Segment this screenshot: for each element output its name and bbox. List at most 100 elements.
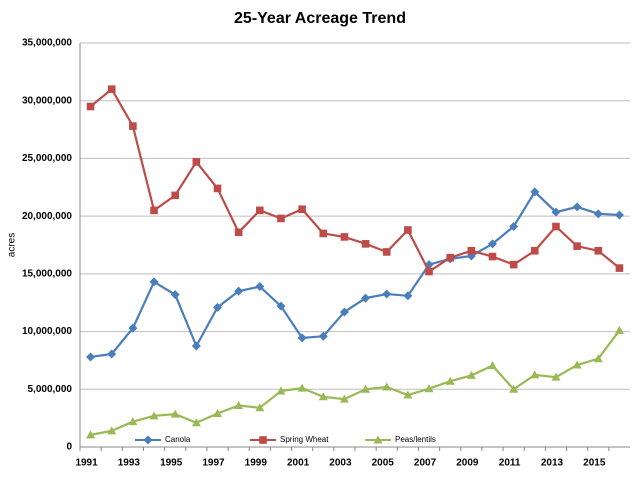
y-tick-label: 0: [66, 442, 72, 453]
marker: [143, 435, 153, 445]
marker: [149, 277, 159, 287]
marker: [128, 323, 138, 333]
legend-label: Canola: [165, 435, 191, 444]
marker: [509, 222, 519, 232]
x-tick-label: 2003: [329, 458, 352, 469]
legend-label: Peas/lentils: [395, 435, 436, 444]
marker: [86, 430, 96, 439]
marker: [318, 392, 328, 401]
marker: [424, 384, 434, 393]
marker: [107, 85, 116, 93]
x-tick-label: 2015: [583, 458, 606, 469]
marker: [361, 293, 371, 303]
y-tick-label: 5,000,000: [28, 384, 73, 395]
marker: [192, 158, 201, 166]
x-tick-label: 2011: [499, 458, 521, 469]
marker: [339, 394, 349, 403]
marker: [593, 209, 603, 219]
marker: [213, 184, 222, 193]
y-tick-label: 15,000,000: [22, 268, 72, 279]
series-line: [90, 190, 620, 359]
marker: [170, 409, 180, 418]
marker: [530, 187, 540, 197]
marker: [107, 426, 117, 435]
marker: [297, 333, 307, 343]
marker: [488, 252, 497, 261]
marker: [572, 360, 582, 369]
x-tick-label: 2001: [287, 458, 310, 469]
x-tick-label: 1999: [245, 458, 268, 469]
marker: [403, 291, 413, 301]
marker: [340, 233, 349, 241]
marker: [171, 191, 179, 200]
x-tick-label: 1997: [202, 458, 225, 469]
marker: [213, 409, 222, 418]
marker: [277, 214, 285, 223]
x-tick-label: 1993: [118, 458, 141, 469]
marker: [509, 260, 518, 269]
y-tick-label: 35,000,000: [22, 38, 72, 49]
marker: [615, 264, 624, 272]
marker: [509, 384, 519, 393]
legend-label: Spring Wheat: [280, 435, 329, 444]
x-tick-label: 1991: [75, 458, 98, 469]
marker: [128, 417, 138, 426]
marker: [445, 376, 455, 385]
marker: [425, 267, 433, 276]
marker: [382, 289, 392, 299]
marker: [551, 372, 561, 381]
marker: [466, 370, 476, 379]
marker: [572, 202, 582, 212]
y-axis-label: acres: [7, 233, 18, 257]
marker: [129, 122, 137, 130]
marker: [594, 246, 603, 255]
marker: [339, 307, 349, 317]
marker: [614, 325, 624, 334]
marker: [234, 286, 244, 296]
marker: [297, 383, 307, 392]
marker: [191, 341, 201, 351]
chart-title: 25-Year Acreage Trend: [234, 10, 406, 27]
y-tick-label: 30,000,000: [22, 95, 72, 106]
marker: [382, 382, 392, 391]
marker: [361, 384, 371, 393]
series-line: [89, 87, 621, 274]
marker: [467, 246, 476, 255]
marker: [259, 436, 267, 444]
marker: [86, 352, 96, 362]
marker: [361, 240, 370, 248]
marker: [150, 206, 158, 215]
series-line: [90, 329, 621, 436]
marker: [149, 411, 159, 420]
marker: [552, 222, 560, 231]
marker: [276, 386, 286, 395]
marker: [213, 302, 222, 312]
x-tick-label: 2009: [456, 458, 479, 469]
x-tick-label: 2007: [414, 458, 437, 469]
marker: [551, 207, 561, 217]
marker: [403, 390, 413, 399]
marker: [614, 210, 624, 220]
marker: [298, 205, 306, 214]
y-tick-label: 20,000,000: [22, 211, 72, 222]
marker: [276, 301, 286, 311]
marker: [593, 354, 603, 363]
x-tick-label: 1995: [160, 458, 183, 469]
marker: [382, 248, 391, 256]
marker: [170, 290, 180, 300]
marker: [531, 246, 539, 255]
marker: [107, 349, 117, 359]
marker: [573, 242, 581, 250]
x-tick-label: 2005: [372, 458, 395, 469]
marker: [256, 206, 264, 215]
marker: [255, 282, 265, 292]
marker: [488, 239, 497, 249]
marker: [191, 418, 201, 427]
marker: [488, 361, 497, 370]
marker: [234, 400, 244, 409]
marker: [319, 229, 328, 238]
marker: [373, 435, 383, 444]
marker: [446, 253, 454, 262]
